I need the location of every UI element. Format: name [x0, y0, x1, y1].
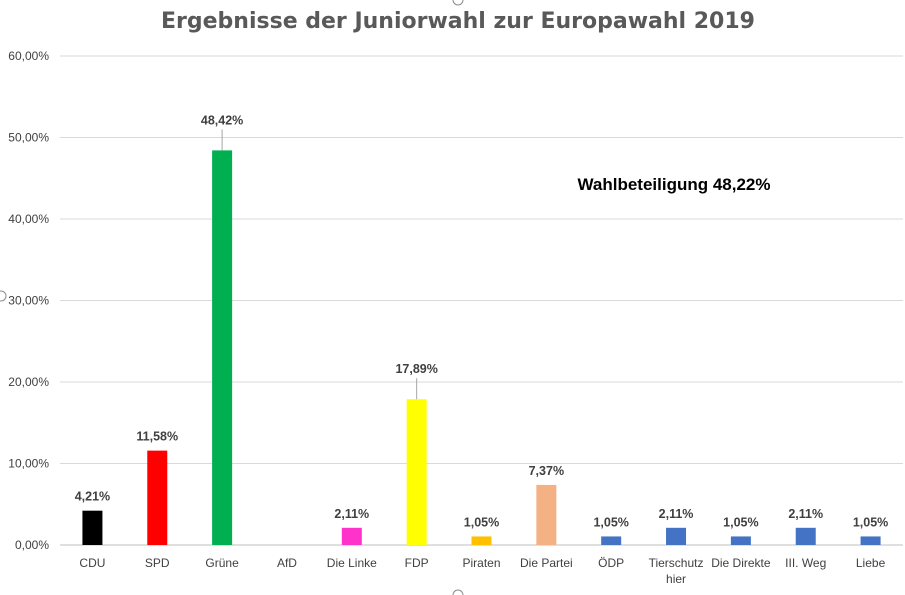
bar — [212, 150, 233, 545]
data-label: 2,11% — [334, 507, 369, 521]
resize-handle[interactable] — [452, 0, 464, 6]
category-label: Die Partei — [520, 556, 573, 570]
category-label: Tierschutz hier — [649, 556, 704, 586]
bar — [601, 536, 622, 545]
data-labels: 4,21% 11,58% 48,42% 2,11% 17,89% 1,05% 7,37% 1,… — [75, 113, 889, 529]
category-label: III. Weg — [785, 556, 826, 570]
data-label: 7,37% — [529, 464, 564, 478]
data-label: 1,05% — [723, 515, 758, 529]
category-label: CDU — [79, 556, 105, 570]
category-label: Die Linke — [327, 556, 377, 570]
selection-handles[interactable] — [0, 0, 464, 595]
data-label: 1,05% — [853, 515, 888, 529]
resize-handle[interactable] — [0, 290, 7, 302]
data-label: 1,05% — [464, 515, 499, 529]
bar — [666, 527, 687, 545]
bar — [536, 484, 557, 545]
category-label: FDP — [405, 556, 429, 570]
data-label: 17,89% — [395, 362, 437, 376]
category-label: Piraten — [462, 556, 500, 570]
data-label: 4,21% — [75, 490, 110, 504]
y-tick-label: 0,00% — [15, 538, 49, 552]
bar — [341, 527, 362, 545]
bar — [147, 450, 168, 545]
data-label: 1,05% — [593, 515, 628, 529]
y-tick-label: 10,00% — [8, 457, 49, 471]
category-label: ÖDP — [598, 556, 624, 570]
data-label: 48,42% — [201, 113, 243, 127]
data-label: 11,58% — [136, 430, 178, 444]
x-axis-categories: CDU SPD Grüne AfD Die Linke FDP Piraten Die Par… — [79, 556, 885, 586]
y-tick-label: 20,00% — [8, 375, 49, 389]
category-label: Die Direkte — [711, 556, 771, 570]
category-label: Liebe — [856, 556, 886, 570]
resize-handle[interactable] — [452, 589, 464, 595]
y-axis-ticks: 0,00% 10,00% 20,00% 30,00% 40,00% 50,00% 60,00… — [8, 49, 49, 552]
bar — [860, 536, 881, 545]
bar — [730, 536, 751, 545]
turnout-annotation: Wahlbeteiligung 48,22% — [577, 175, 770, 194]
bar — [471, 536, 492, 545]
category-label: SPD — [145, 556, 170, 570]
category-label: AfD — [277, 556, 297, 570]
category-label: Grüne — [205, 556, 239, 570]
chart-title: Ergebnisse der Juniorwahl zur Europawahl… — [161, 9, 755, 34]
gridlines — [60, 55, 903, 546]
bar — [82, 510, 103, 545]
data-label: 2,11% — [788, 507, 823, 521]
y-tick-label: 30,00% — [8, 294, 49, 308]
y-tick-label: 60,00% — [8, 49, 49, 63]
data-label: 2,11% — [659, 507, 694, 521]
y-tick-label: 40,00% — [8, 212, 49, 226]
bar — [406, 399, 427, 545]
bars — [82, 150, 881, 545]
bar — [795, 527, 816, 545]
y-tick-label: 50,00% — [8, 131, 49, 145]
